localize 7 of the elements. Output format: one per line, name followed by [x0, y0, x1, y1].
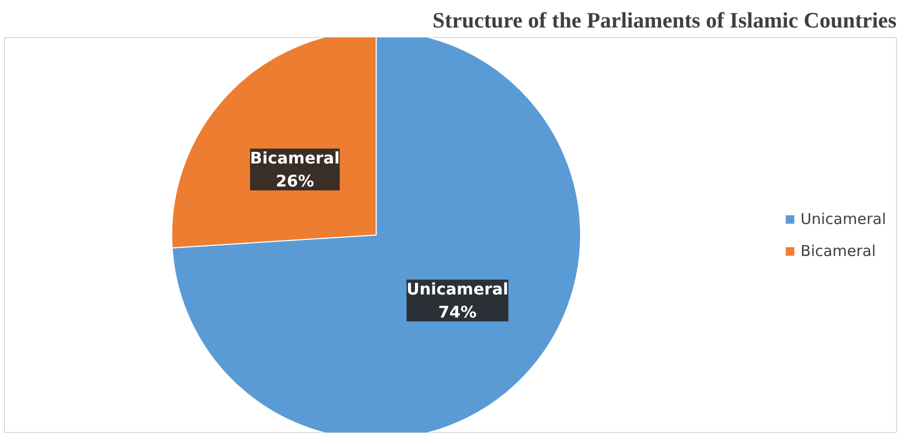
chart-title: Structure of the Parliaments of Islamic Countries: [432, 8, 897, 32]
data-label: 26%: [276, 171, 314, 190]
slice-label: Unicameral: [406, 280, 508, 299]
legend-label: Unicameral: [800, 210, 886, 228]
slice-label: Bicameral: [250, 148, 340, 168]
data-label: 74%: [438, 302, 477, 322]
legend-label: Bicameral: [800, 242, 876, 260]
